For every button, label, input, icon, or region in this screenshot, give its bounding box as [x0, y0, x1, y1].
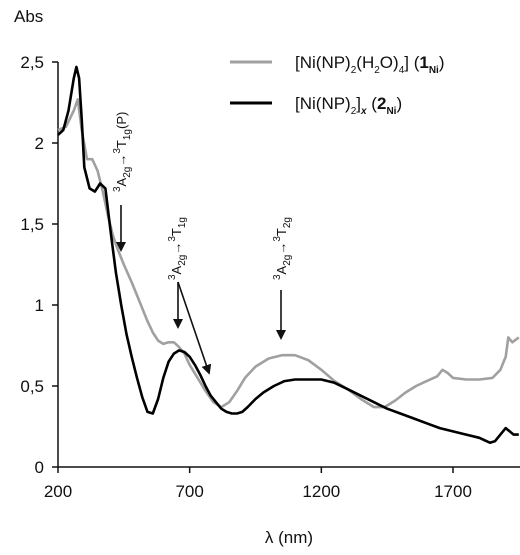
- y-tick-label: 2: [35, 134, 44, 153]
- x-tick-label: 200: [44, 482, 72, 501]
- x-tick-label: 1700: [434, 482, 472, 501]
- x-tick-label: 700: [175, 482, 203, 501]
- y-tick-label: 0,5: [20, 377, 44, 396]
- legend-label-1ni: [Ni(NP)2(H2O)4] (1Ni): [295, 53, 445, 76]
- annotation-arrow-2b: [177, 281, 212, 375]
- legend-label-2ni: [Ni(NP)2]x (2Ni): [295, 94, 402, 117]
- y-tick-label: 2,5: [20, 53, 44, 72]
- y-axis-title: Abs: [14, 7, 43, 26]
- y-tick-label: 1: [35, 296, 44, 315]
- x-axis-title: λ (nm): [265, 528, 313, 547]
- ticks-layer: 200 700 1200 1700 0 0,5 1 1,5 2 2,5: [20, 53, 472, 501]
- series-line-2ni: [57, 65, 519, 444]
- annotation-3a2g-3t1gp: 3A2g→3T1g(P): [112, 112, 133, 192]
- annotation-3a2g-3t1g: 3A2g→3T1g: [167, 217, 188, 280]
- legend: [Ni(NP)2(H2O)4] (1Ni) [Ni(NP)2]x (2Ni): [230, 53, 445, 117]
- y-tick-label: 1,5: [20, 215, 44, 234]
- y-tick-label: 0: [35, 458, 44, 477]
- x-tick-label: 1200: [302, 482, 340, 501]
- annotation-3a2g-3t2g: 3A2g→3T2g: [272, 217, 293, 280]
